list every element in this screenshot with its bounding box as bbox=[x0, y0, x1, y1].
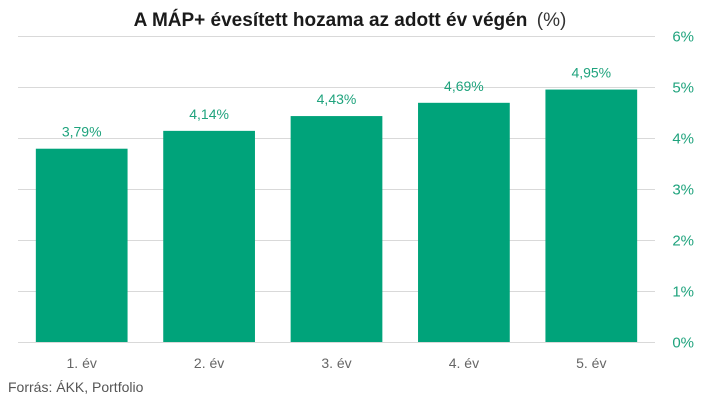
data-label: 4,14% bbox=[189, 106, 229, 122]
bar bbox=[545, 89, 638, 342]
data-label: 4,95% bbox=[571, 65, 611, 81]
x-tick-label: 3. év bbox=[321, 355, 351, 371]
y-tick-label: 4% bbox=[672, 131, 694, 148]
y-tick-label: 3% bbox=[672, 182, 694, 199]
y-tick-label: 2% bbox=[672, 233, 694, 250]
chart-title-text: A MÁP+ évesített hozama az adott év végé… bbox=[134, 9, 528, 31]
x-tick-label: 5. év bbox=[576, 355, 606, 371]
data-label: 4,69% bbox=[444, 78, 484, 94]
y-tick-label: 0% bbox=[672, 335, 694, 352]
bar bbox=[35, 148, 128, 342]
data-label: 3,79% bbox=[62, 124, 102, 140]
y-tick-label: 6% bbox=[672, 29, 694, 46]
x-tick-label: 2. év bbox=[194, 355, 224, 371]
bar bbox=[290, 116, 383, 342]
chart-title: A MÁP+ évesített hozama az adott év végé… bbox=[134, 9, 567, 31]
bars bbox=[35, 89, 638, 342]
x-tick-label: 4. év bbox=[449, 355, 479, 371]
data-label: 4,43% bbox=[317, 91, 357, 107]
x-tick-label: 1. év bbox=[67, 355, 97, 371]
x-axis-ticks: 1. év 2. év 3. év 4. év 5. év bbox=[67, 355, 607, 371]
y-axis-ticks: 0% 1% 2% 3% 4% 5% 6% bbox=[672, 29, 694, 352]
bar bbox=[418, 102, 510, 342]
data-labels: 3,79% 4,14% 4,43% 4,69% 4,95% bbox=[62, 65, 611, 140]
bar bbox=[163, 130, 255, 342]
y-tick-label: 1% bbox=[672, 284, 694, 301]
chart-title-unit: (%) bbox=[537, 10, 567, 31]
source-note: Forrás: ÁKK, Portfolio bbox=[8, 379, 144, 395]
y-tick-label: 5% bbox=[672, 80, 694, 97]
